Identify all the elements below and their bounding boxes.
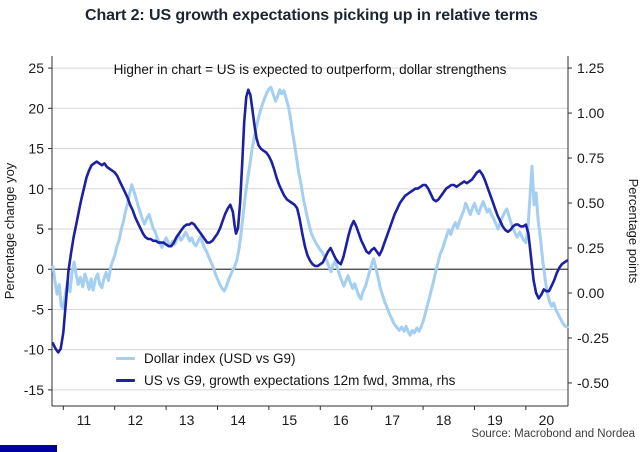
brand-bar <box>0 445 57 452</box>
source-note: Source: Macrobond and Nordea <box>471 428 635 440</box>
left-tick-label: 20 <box>28 100 44 116</box>
legend-item-growth-expectations: US vs G9, growth expectations 12m fwd, 3… <box>116 369 455 391</box>
left-tick-label: -15 <box>24 382 44 398</box>
right-tick-label: 0.25 <box>577 240 604 256</box>
legend-item-dollar-index: Dollar index (USD vs G9) <box>116 347 455 369</box>
left-axis-title: Percentage change yoy <box>2 162 17 299</box>
x-tick-label: 11 <box>77 412 92 428</box>
right-tick-label: -0.50 <box>577 375 609 391</box>
x-tick-label: 17 <box>384 412 400 428</box>
right-tick-label: -0.25 <box>577 330 609 346</box>
right-tick-label: 0.00 <box>577 285 604 301</box>
tick-labels: 25 20 15 10 5 0 -5 -10 -15 1.25 1.00 0.75 0.50 0.25 0.… <box>24 60 609 428</box>
x-tick-label: 14 <box>230 412 246 428</box>
right-tick-label: 0.75 <box>577 150 604 166</box>
right-tick-label: 0.50 <box>577 195 604 211</box>
series-lines <box>51 85 569 354</box>
legend-label-growth-expectations: US vs G9, growth expectations 12m fwd, 3… <box>144 372 456 388</box>
legend-swatch-light-blue-line <box>116 356 135 360</box>
left-tick-label: 15 <box>28 141 44 157</box>
right-tick-label: 1.25 <box>577 60 604 76</box>
x-tick-label: 18 <box>436 412 452 428</box>
right-tick-label: 1.00 <box>577 105 604 121</box>
left-tick-label: 5 <box>36 221 44 237</box>
x-tick-label: 19 <box>487 412 503 428</box>
axis-titles: Percentage change yoy Percentage points <box>2 162 640 299</box>
right-axis-title: Percentage points <box>626 179 640 284</box>
x-tick-label: 15 <box>282 412 298 428</box>
axes <box>48 56 572 410</box>
legend: Dollar index (USD vs G9) US vs G9, growt… <box>116 347 455 391</box>
chart-title: Chart 2: US growth expectations picking … <box>85 7 538 24</box>
left-tick-label: 25 <box>28 60 44 76</box>
legend-swatch-dark-blue-line <box>116 378 135 382</box>
legend-label-dollar-index: Dollar index (USD vs G9) <box>144 350 296 366</box>
chart-annotation: Higher in chart = US is expected to outp… <box>113 62 507 77</box>
x-tick-label: 16 <box>333 412 349 428</box>
x-tick-label: 13 <box>179 412 195 428</box>
series-path-growth-expectations <box>51 88 569 354</box>
x-tick-label: 20 <box>539 412 555 428</box>
x-tick-label: 12 <box>127 412 143 428</box>
series-path-dollar-index <box>51 85 569 337</box>
left-tick-label: 0 <box>36 261 44 277</box>
left-tick-label: -5 <box>32 301 45 317</box>
left-tick-label: -10 <box>24 342 44 358</box>
left-tick-label: 10 <box>28 181 44 197</box>
